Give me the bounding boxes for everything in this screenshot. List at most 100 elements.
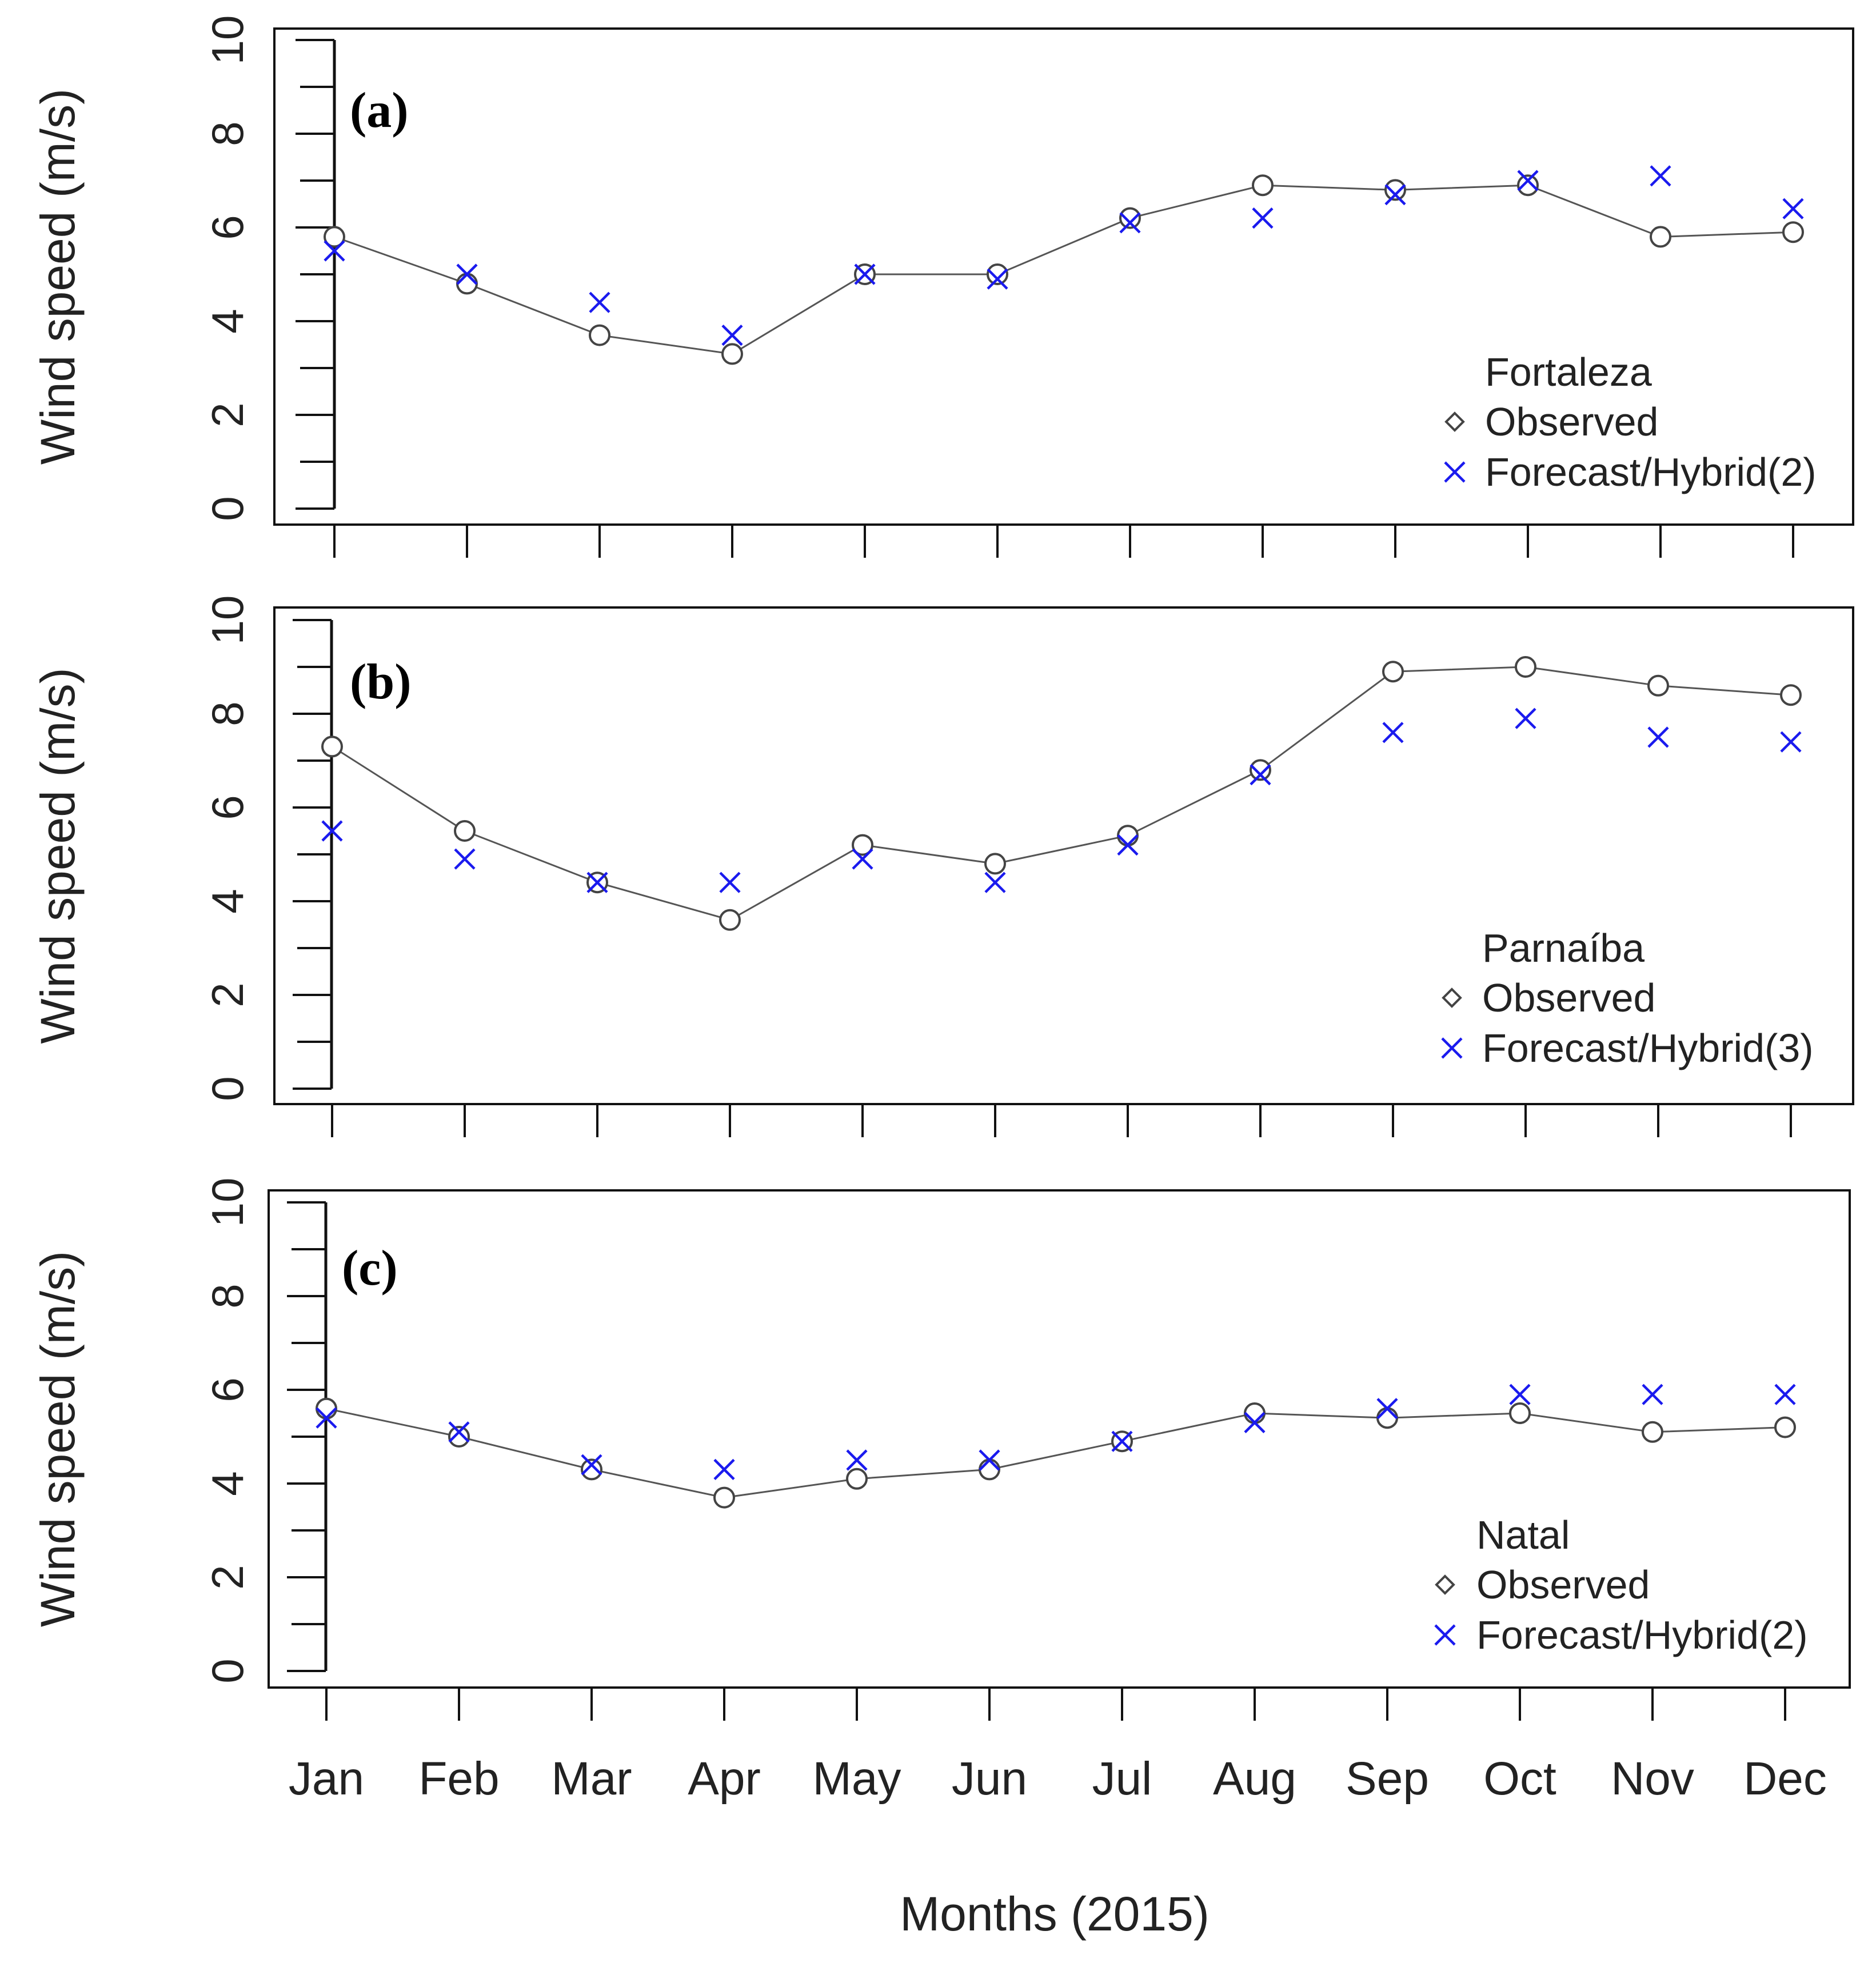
observed-point bbox=[1252, 174, 1274, 197]
legend-title: Parnaíba bbox=[1482, 926, 1645, 970]
forecast-point bbox=[713, 1458, 735, 1480]
observed-point bbox=[1647, 674, 1669, 697]
forecast-point bbox=[581, 1454, 602, 1476]
observed-point bbox=[1515, 656, 1536, 678]
legend-forecast-label: Forecast/Hybrid(3) bbox=[1482, 1026, 1814, 1070]
x-axis-title: Months (2015) bbox=[900, 1887, 1210, 1941]
observed-point bbox=[324, 226, 345, 248]
y-tick-label: 4 bbox=[202, 1471, 253, 1496]
observed-point bbox=[1650, 226, 1671, 248]
legend: Fortaleza Observed Forecast/Hybrid(2) bbox=[1444, 350, 1817, 494]
observed-point bbox=[719, 909, 741, 931]
observed-line bbox=[332, 666, 1791, 921]
observed-line bbox=[334, 184, 1794, 355]
forecast-point bbox=[1117, 834, 1139, 856]
forecast-point bbox=[719, 871, 741, 893]
legend: Parnaíba Observed Forecast/Hybrid(3) bbox=[1441, 926, 1814, 1070]
panel-1: 0 2 4 6 8 10 Wind speed (m/s) (a) Fortaleza Obser… bbox=[31, 15, 1854, 558]
forecast-point bbox=[1647, 726, 1669, 748]
y-tick-label: 6 bbox=[202, 795, 253, 819]
observed-point bbox=[1117, 825, 1139, 847]
forecast-point bbox=[316, 1407, 337, 1429]
legend-observed-symbol bbox=[1442, 988, 1462, 1008]
observed-point bbox=[316, 1397, 337, 1420]
y-tick-label: 4 bbox=[202, 889, 253, 913]
observed-point bbox=[1517, 174, 1539, 197]
forecast-point bbox=[321, 820, 343, 842]
observed-point bbox=[984, 853, 1006, 875]
forecast-point bbox=[589, 291, 610, 313]
x-tick-label: May bbox=[813, 1753, 901, 1805]
y-tick-label: 8 bbox=[202, 121, 253, 146]
plot-frame bbox=[273, 27, 1854, 526]
forecast-point bbox=[854, 263, 876, 285]
x-tick-label: Oct bbox=[1483, 1753, 1556, 1805]
y-tick-label: 0 bbox=[202, 1076, 253, 1101]
observed-point bbox=[321, 735, 343, 758]
observed-point bbox=[1384, 179, 1406, 201]
observed-point bbox=[456, 273, 478, 295]
forecast-point bbox=[1509, 1384, 1531, 1405]
y-axis-title: Wind speed (m/s) bbox=[31, 1251, 85, 1627]
y-axis-title: Wind speed (m/s) bbox=[31, 667, 85, 1044]
x-tick-label: Jun bbox=[952, 1753, 1027, 1805]
forecast-point bbox=[721, 325, 743, 346]
y-tick-label: 6 bbox=[202, 1377, 253, 1402]
plot-frame bbox=[273, 606, 1854, 1105]
forecast-point bbox=[984, 871, 1006, 893]
forecast-point bbox=[1244, 1412, 1266, 1433]
observed-point bbox=[979, 1458, 1000, 1481]
forecast-point bbox=[852, 848, 873, 870]
forecast-point bbox=[1782, 198, 1804, 219]
forecast-point bbox=[1119, 212, 1141, 234]
y-tick-label: 10 bbox=[202, 1178, 253, 1228]
y-tick-label: 8 bbox=[202, 701, 253, 726]
legend-observed-symbol bbox=[1444, 411, 1465, 432]
observed-point bbox=[852, 834, 873, 856]
forecast-point bbox=[979, 1449, 1000, 1471]
forecast-point bbox=[1111, 1430, 1133, 1452]
forecast-point bbox=[1384, 184, 1406, 206]
observed-line bbox=[326, 1408, 1786, 1499]
y-tick-label: 10 bbox=[202, 15, 253, 65]
observed-point bbox=[713, 1486, 735, 1509]
y-tick-label: 2 bbox=[202, 402, 253, 427]
y-tick-label: 8 bbox=[202, 1284, 253, 1308]
observed-point bbox=[581, 1458, 602, 1481]
forecast-point bbox=[1250, 764, 1271, 786]
forecast-point bbox=[448, 1421, 470, 1443]
observed-point bbox=[1244, 1402, 1266, 1424]
series-forecast bbox=[321, 707, 1802, 893]
legend-forecast-symbol bbox=[1434, 1624, 1456, 1646]
legend-forecast-label: Forecast/Hybrid(2) bbox=[1476, 1613, 1808, 1657]
forecast-point bbox=[1252, 207, 1274, 229]
legend-observed-symbol bbox=[1435, 1574, 1455, 1595]
forecast-point bbox=[987, 268, 1008, 290]
legend-observed-label: Observed bbox=[1476, 1562, 1650, 1607]
forecast-point bbox=[1774, 1384, 1796, 1405]
series-observed bbox=[324, 174, 1804, 365]
forecast-point bbox=[324, 240, 345, 262]
forecast-point bbox=[1642, 1384, 1663, 1405]
y-tick-label: 2 bbox=[202, 1565, 253, 1589]
legend-forecast-symbol bbox=[1441, 1037, 1463, 1059]
series-forecast bbox=[316, 1384, 1796, 1480]
panel-2: 0 2 4 6 8 10 Wind speed (m/s) (b) Parnaíba Observ… bbox=[31, 595, 1854, 1137]
observed-point bbox=[1642, 1421, 1663, 1443]
observed-point bbox=[589, 324, 610, 346]
forecast-point bbox=[1780, 731, 1802, 753]
observed-point bbox=[1382, 661, 1404, 683]
legend: Natal Observed Forecast/Hybrid(2) bbox=[1434, 1513, 1808, 1657]
x-tick-label: Apr bbox=[688, 1753, 761, 1805]
y-tick-label: 4 bbox=[202, 309, 253, 333]
observed-point bbox=[1119, 207, 1141, 229]
panel-label: (c) bbox=[342, 1241, 398, 1296]
forecast-point bbox=[1376, 1398, 1398, 1420]
y-tick-label: 2 bbox=[202, 982, 253, 1007]
plot-frame bbox=[268, 1189, 1851, 1689]
x-tick-label: Sep bbox=[1346, 1753, 1429, 1805]
legend-observed-label: Observed bbox=[1482, 975, 1655, 1020]
observed-point bbox=[1780, 684, 1802, 706]
